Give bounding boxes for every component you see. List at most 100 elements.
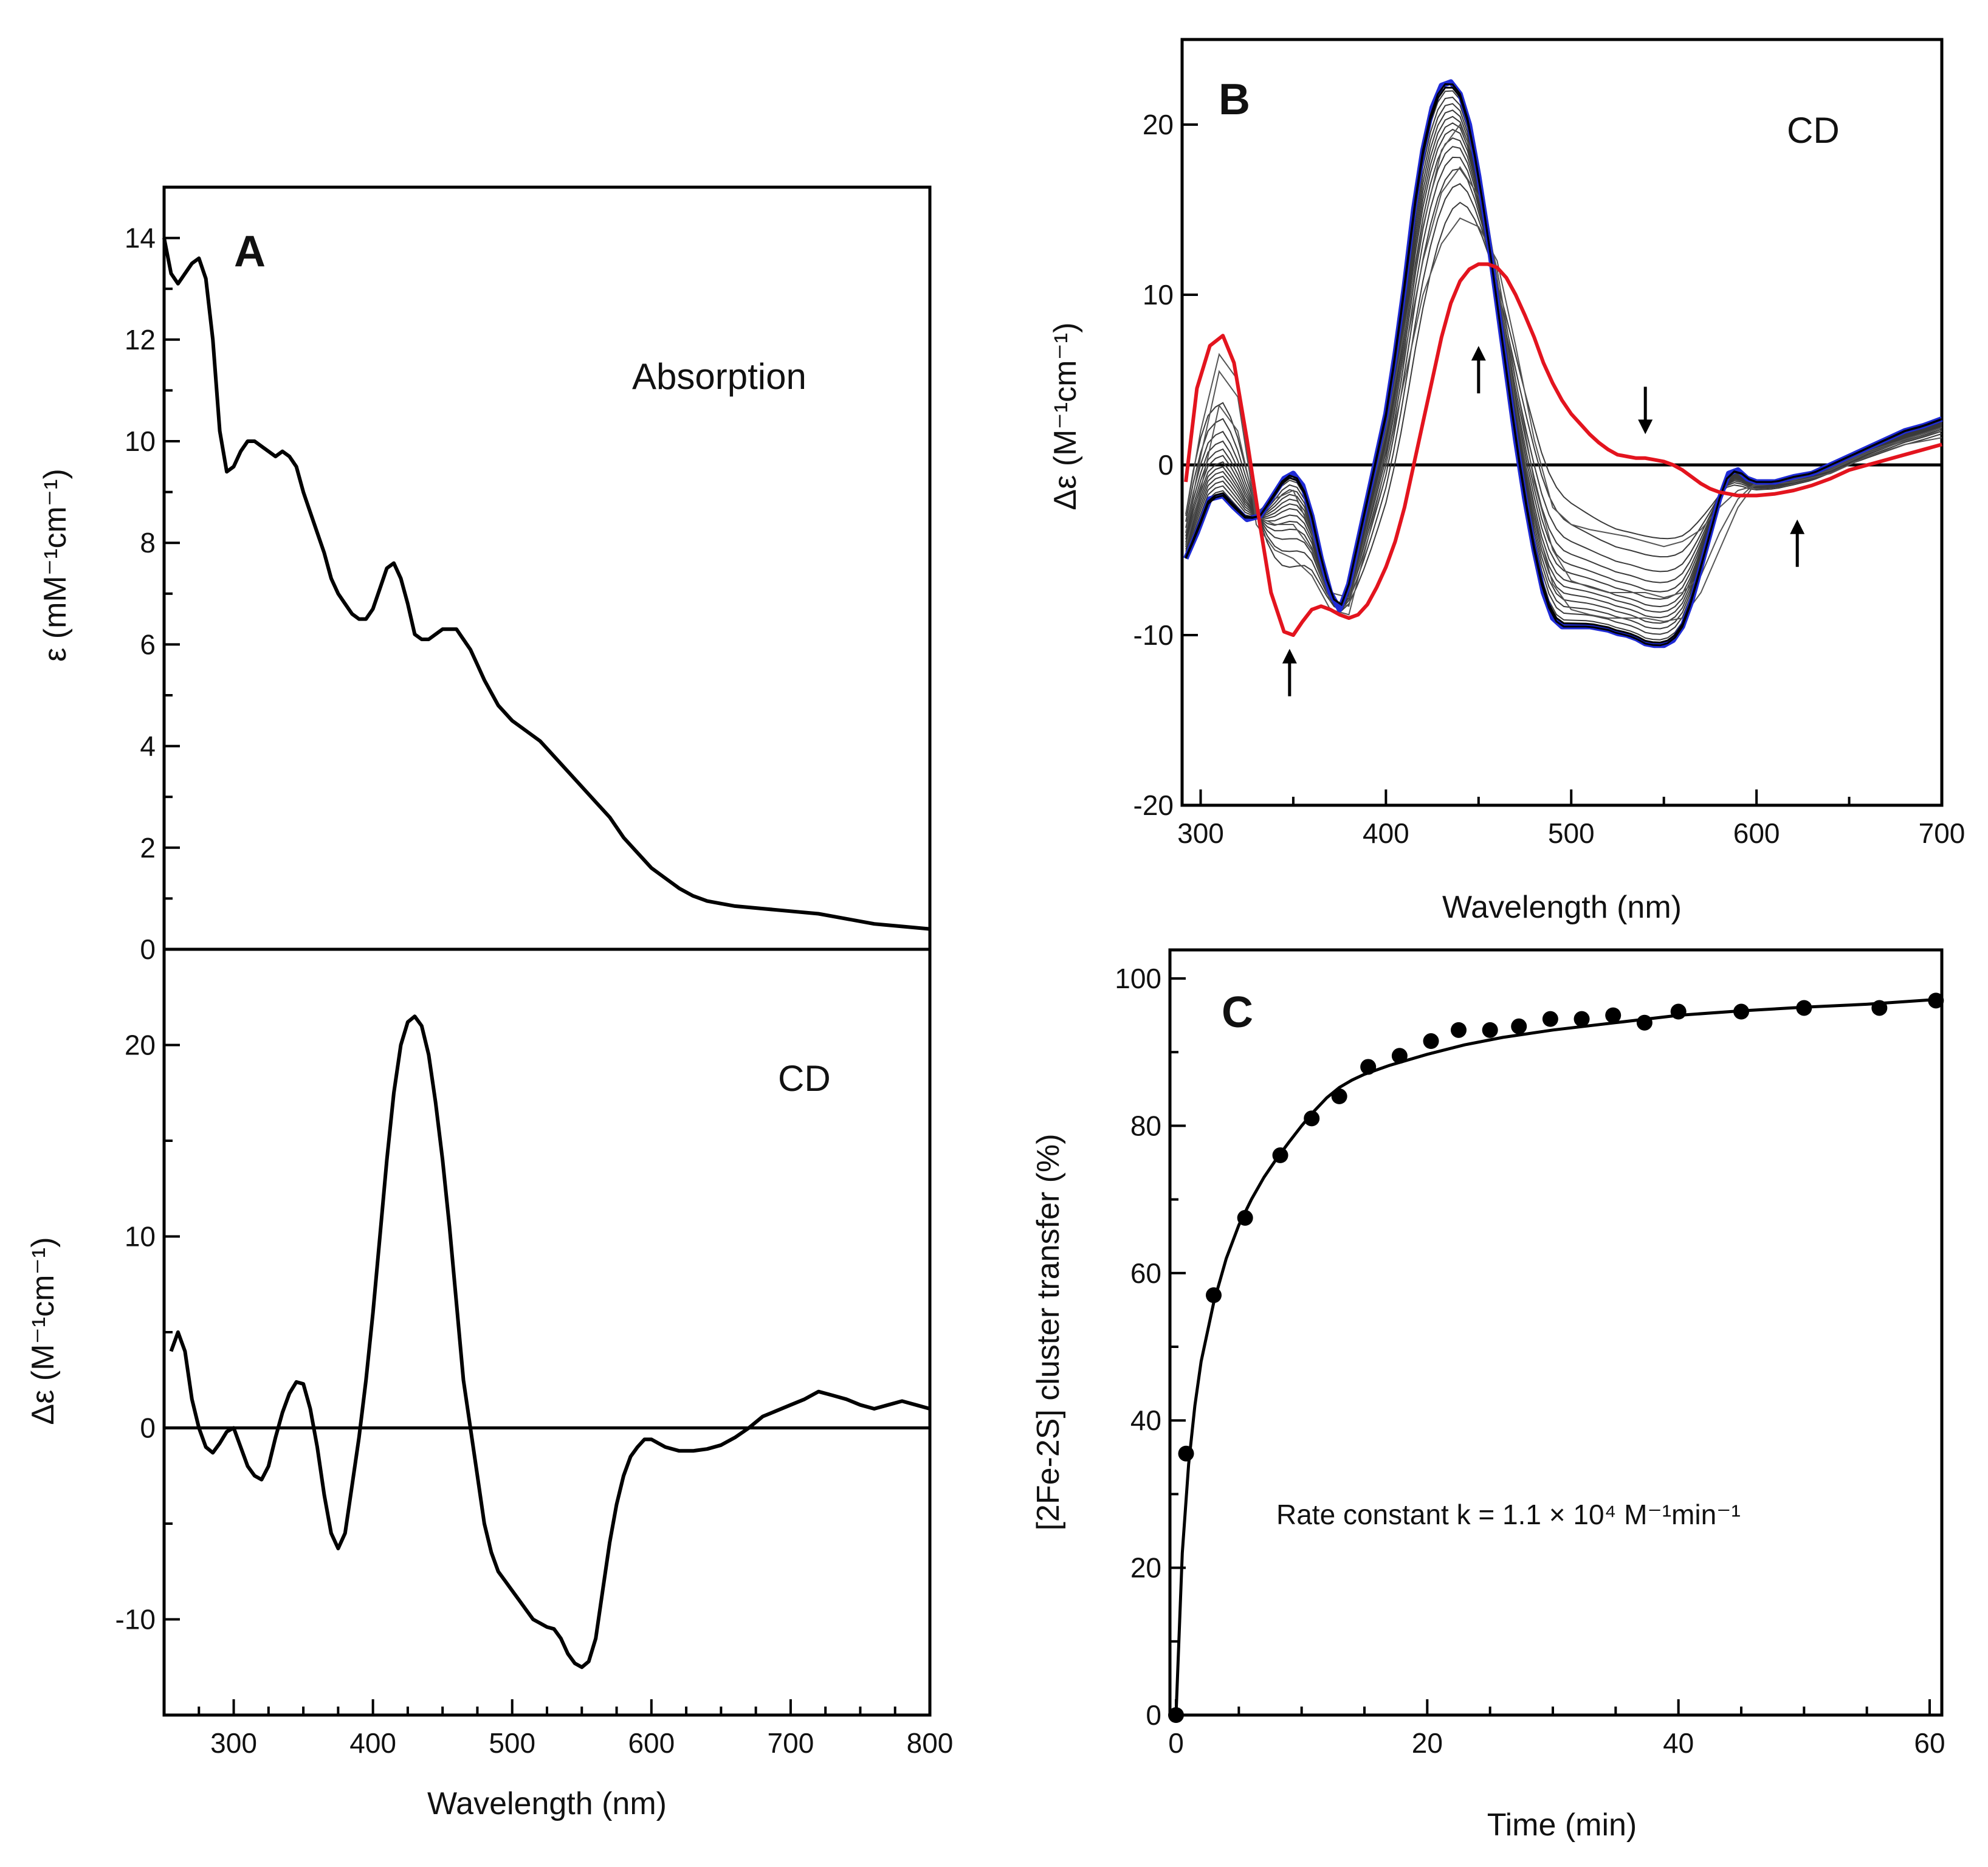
x-tick-label: 700 [768, 1727, 814, 1759]
data-point [1636, 1014, 1653, 1031]
absorption-curve [162, 238, 930, 931]
y-tick-label: 2 [140, 832, 156, 864]
y-tick-label: 0 [140, 934, 156, 965]
y-tick-label: 8 [140, 527, 156, 559]
data-point [1451, 1022, 1467, 1038]
data-point [1168, 1707, 1184, 1723]
panel-b-ylabel: Δε (M⁻¹cm⁻¹) [1048, 322, 1083, 510]
cd-label-b: CD [1787, 110, 1840, 151]
data-point [1871, 1000, 1888, 1016]
intermediate-trace [1185, 183, 1942, 611]
panel-letter-a: A [234, 227, 266, 276]
intermediate-trace [1185, 90, 1942, 641]
panel-b-curves [1183, 79, 1943, 648]
data-point [1237, 1209, 1253, 1226]
panel-a-absorption-y-ticks: 0 2 4 6 8 10 12 14 [125, 186, 180, 965]
intermediate-trace [1185, 115, 1942, 619]
x-tick-label: 20 [1412, 1727, 1443, 1759]
panel-a-absorption: 0 2 4 6 8 10 12 14 A Absorption ε (mM⁻¹cm⁻¹) [38, 185, 932, 965]
panel-a-cd-curves [169, 1014, 930, 1669]
panel-a-cd-ticks: -10 0 10 20 300 400 500 600 700 800 [115, 948, 954, 1759]
intermediate-trace [1185, 86, 1942, 644]
data-point [1331, 1088, 1347, 1104]
arrow-up [1282, 648, 1297, 696]
final-trace-red [1184, 262, 1942, 637]
panel-a-cd: -10 0 10 20 300 400 500 600 700 800 CD Δε (M⁻¹cm⁻… [26, 947, 954, 1821]
data-point [1511, 1018, 1527, 1034]
data-point [1178, 1445, 1194, 1462]
arrow-up [1790, 519, 1805, 567]
panel-c-xlabel: Time (min) [1487, 1807, 1637, 1843]
y-tick-label: 80 [1130, 1110, 1161, 1141]
data-point [1360, 1059, 1377, 1075]
panel-c-frame [1168, 948, 1944, 1717]
panel-c-points [1168, 992, 1944, 1723]
panel-c-ticks: 0 20 40 60 80 100 0 20 40 60 [1115, 963, 1945, 1759]
x-tick-label: 800 [907, 1727, 954, 1759]
intermediate-trace [1185, 201, 1942, 612]
intermediate-trace [1185, 109, 1942, 624]
x-tick-label: 400 [1363, 817, 1409, 849]
x-tick-label: 60 [1914, 1727, 1945, 1759]
y-tick-label: 20 [125, 1030, 156, 1061]
y-tick-label: 60 [1130, 1257, 1161, 1289]
y-tick-label: -20 [1133, 789, 1174, 821]
y-tick-label: 20 [1130, 1552, 1161, 1584]
y-tick-label: 20 [1143, 109, 1174, 140]
x-tick-label: 40 [1663, 1727, 1694, 1759]
data-point [1272, 1147, 1288, 1163]
x-tick-label: 700 [1919, 817, 1966, 849]
intermediate-trace [1185, 146, 1942, 609]
arrow-up [1471, 346, 1486, 394]
panel-a-absorption-ylabel: ε (mM⁻¹cm⁻¹) [38, 469, 73, 662]
panel-letter-b: B [1219, 75, 1250, 124]
y-tick-label: 10 [125, 425, 156, 457]
data-point [1605, 1007, 1622, 1023]
panel-c-ylabel: [2Fe-2S] cluster transfer (%) [1031, 1133, 1066, 1530]
data-point [1574, 1011, 1590, 1027]
data-point [1482, 1022, 1498, 1038]
data-point [1796, 1000, 1812, 1016]
y-tick-label: 100 [1115, 963, 1161, 994]
y-tick-label: 4 [140, 731, 156, 762]
arrow-down [1638, 387, 1653, 435]
y-tick-label: -10 [115, 1604, 156, 1635]
intermediate-trace [1185, 166, 1942, 607]
y-tick-label: 10 [1143, 279, 1174, 311]
panel-b-xlabel: Wavelength (nm) [1442, 890, 1682, 925]
intermediate-trace [1185, 97, 1942, 635]
y-tick-label: 40 [1130, 1405, 1161, 1436]
y-tick-label: 10 [125, 1221, 156, 1253]
panel-a-xlabel: Wavelength (nm) [427, 1786, 667, 1821]
y-tick-label: 14 [125, 222, 156, 254]
panel-letter-c: C [1222, 988, 1253, 1037]
data-point [1928, 992, 1944, 1009]
x-tick-label: 600 [628, 1727, 675, 1759]
y-tick-label: 12 [125, 324, 156, 356]
fit-curve [1174, 997, 1942, 1716]
data-point [1206, 1287, 1222, 1304]
data-point [1733, 1003, 1749, 1020]
panel-a-cd-ylabel: Δε (M⁻¹cm⁻¹) [26, 1237, 61, 1425]
intermediate-trace [1185, 156, 1942, 610]
initial-trace-blue [1183, 79, 1943, 648]
x-tick-label: 500 [1548, 817, 1595, 849]
x-tick-label: 300 [210, 1727, 257, 1759]
y-tick-label: 0 [1158, 449, 1174, 481]
x-tick-label: 600 [1733, 817, 1780, 849]
panel-b-ticks: -20 -10 0 10 20 300 400 500 600 700 [1133, 109, 1966, 849]
panel-b-frame [1180, 38, 1944, 807]
data-point [1391, 1048, 1408, 1064]
intermediate-trace [1185, 217, 1942, 616]
panel-a-absorption-curves [162, 238, 930, 931]
y-tick-label: 0 [140, 1412, 156, 1444]
panel-b-arrows [1282, 346, 1805, 696]
x-tick-label: 0 [1168, 1727, 1184, 1759]
y-tick-label: 6 [140, 628, 156, 660]
data-point [1670, 1003, 1687, 1020]
panel-a-absorption-frame [162, 185, 932, 951]
data-point [1304, 1110, 1320, 1127]
absorption-label: Absorption [632, 356, 807, 397]
cd-label-a: CD [778, 1058, 831, 1099]
